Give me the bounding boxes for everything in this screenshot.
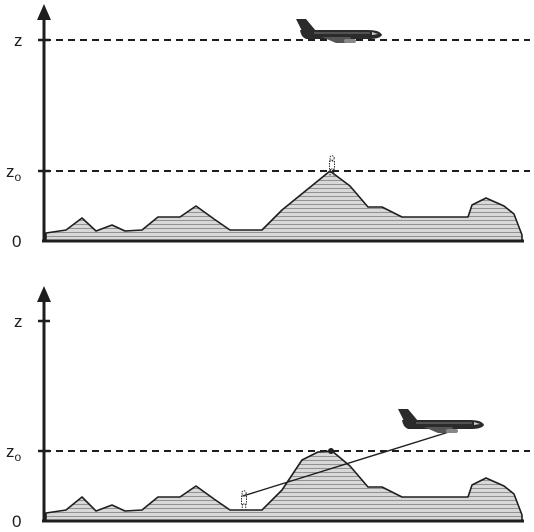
bottom-panel: z zo 0 [6, 286, 530, 531]
mountain-terrain [45, 170, 523, 242]
z-label: z [14, 31, 23, 50]
z0-label-sub: o [15, 170, 22, 184]
airplane-icon [397, 408, 485, 434]
axis-arrow [37, 286, 51, 302]
z0-label-main: z [6, 442, 15, 461]
z-label: z [14, 312, 23, 331]
mountain-terrain [45, 450, 523, 522]
sight-line [242, 430, 453, 497]
z0-label-sub: o [15, 450, 22, 464]
origin-label: 0 [12, 512, 21, 531]
hiker-icon [241, 490, 247, 512]
z0-label: zo [6, 442, 22, 464]
axis-arrow [37, 4, 51, 20]
peak-point [328, 448, 334, 454]
z0-label: zo [6, 162, 22, 184]
top-panel: z zo 0 [6, 4, 530, 251]
origin-label: 0 [12, 232, 21, 251]
z0-label-main: z [6, 162, 15, 181]
